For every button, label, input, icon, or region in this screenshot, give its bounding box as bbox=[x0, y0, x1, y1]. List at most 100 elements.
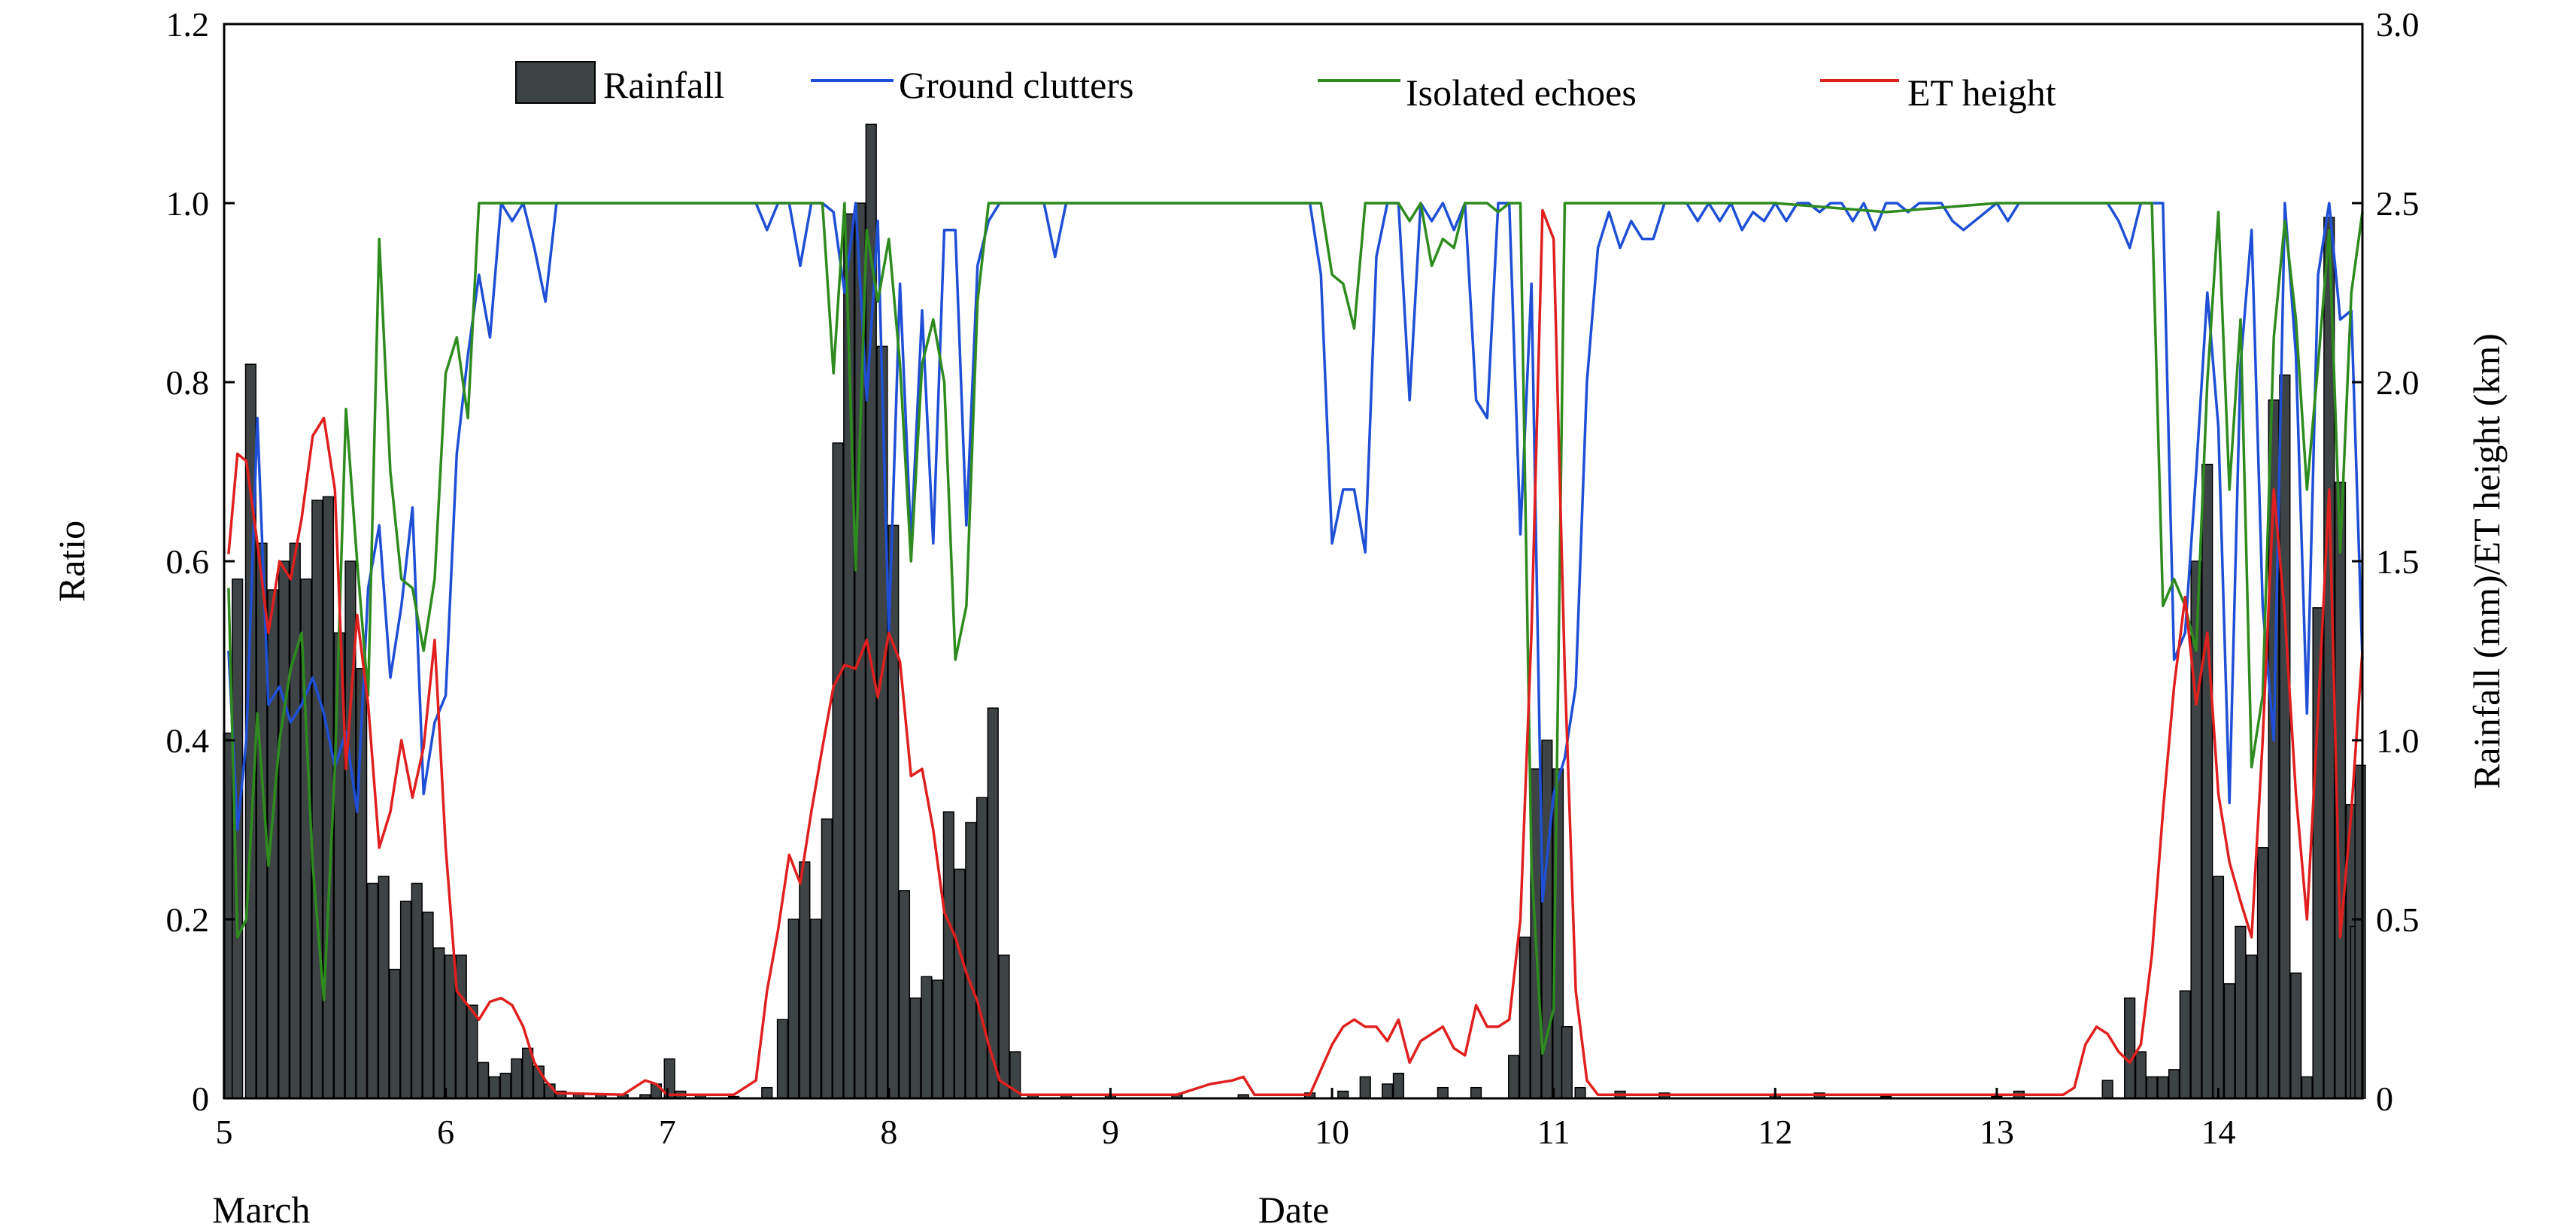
x-tick-label: 11 bbox=[1537, 1113, 1570, 1151]
rainfall-bar bbox=[776, 1019, 789, 1099]
rainfall-bar bbox=[932, 979, 944, 1099]
x-tick-label: 9 bbox=[1102, 1113, 1119, 1151]
rainfall-bar bbox=[455, 954, 467, 1099]
rainfall-bar bbox=[488, 1076, 501, 1099]
y-right-tick-label: 0 bbox=[2376, 1080, 2393, 1118]
rainfall-bar bbox=[2146, 1076, 2158, 1099]
rainfall-bar bbox=[2101, 1080, 2113, 1099]
y-left-tick-label: 0 bbox=[192, 1080, 209, 1118]
legend-label-isolated-echoes: Isolated echoes bbox=[1406, 71, 1637, 114]
rainfall-bar bbox=[2256, 847, 2269, 1099]
rainfall-bar bbox=[399, 900, 412, 1099]
rainfall-bar bbox=[411, 882, 423, 1099]
rainfall-bar bbox=[787, 919, 800, 1099]
x-tick-label: 14 bbox=[2201, 1113, 2236, 1151]
y-right-tick-label: 1.0 bbox=[2376, 721, 2420, 760]
series-lines bbox=[227, 202, 2364, 1096]
series-line-ground-clutters bbox=[227, 202, 2364, 903]
y-right-tick-label: 1.5 bbox=[2376, 542, 2420, 581]
y-left-tick-label: 0.8 bbox=[166, 363, 210, 402]
rainfall-bar bbox=[433, 947, 445, 1099]
rainfall-bar bbox=[2290, 972, 2302, 1099]
y-right-tick-label: 3.0 bbox=[2376, 5, 2420, 44]
y-left-tick-label: 0.4 bbox=[166, 721, 210, 760]
x-axis-sublabel: March bbox=[212, 1189, 311, 1230]
rainfall-bar bbox=[2135, 1051, 2147, 1099]
rainfall-bar bbox=[761, 1086, 773, 1099]
rainfall-bar bbox=[2179, 990, 2191, 1099]
y-right-tick-label: 0.5 bbox=[2376, 900, 2420, 939]
rainfall-bar bbox=[366, 882, 378, 1099]
legend: Rainfall Ground clutters Isolated echoes… bbox=[515, 61, 2056, 114]
rainfall-bar bbox=[2235, 925, 2247, 1099]
y-left-tick-label: 1.2 bbox=[166, 5, 210, 44]
rainfall-bar bbox=[1359, 1076, 1371, 1099]
rainfall-bar bbox=[2223, 982, 2235, 1099]
rainfall-bar bbox=[942, 811, 954, 1099]
rainfall-bar bbox=[809, 919, 822, 1099]
rainfall-bar bbox=[2168, 1069, 2180, 1099]
rainfall-bar bbox=[2279, 374, 2291, 1099]
rainfall-bar bbox=[821, 818, 833, 1099]
rainfall-bar bbox=[2201, 463, 2213, 1099]
rainfall-bar bbox=[1437, 1086, 1449, 1099]
series-line-et-height bbox=[227, 208, 2364, 1096]
y-axis-label-left: Ratio bbox=[50, 521, 93, 602]
rainfall-bar bbox=[1392, 1072, 1405, 1099]
rainfall-bar bbox=[898, 890, 911, 1099]
rainfall-bar bbox=[289, 542, 301, 1099]
rainfall-bar bbox=[378, 876, 390, 1099]
legend-label-ground-clutters: Ground clutters bbox=[899, 64, 1133, 106]
x-tick-label: 10 bbox=[1315, 1113, 1349, 1151]
x-axis-label: Date bbox=[1258, 1189, 1329, 1230]
rainfall-bar bbox=[322, 496, 335, 1099]
rainfall-bar bbox=[444, 954, 457, 1099]
rainfall-bar bbox=[422, 911, 434, 1099]
plot-frame bbox=[223, 23, 2364, 1100]
y-right-tick-label: 2.5 bbox=[2376, 184, 2420, 223]
y-axis-label-right: Rainfall (mm)/ET height (km) bbox=[2465, 333, 2508, 789]
rainfall-bar bbox=[389, 968, 401, 1099]
axis-ticks: 5 6 7 8 9 10 11 12 13 14 0 0.2 0.4 0.6 0.8 1.0 1.2 0 0.5 1.… bbox=[166, 5, 2420, 1151]
rainfall-bar bbox=[2124, 997, 2136, 1099]
x-tick-label: 13 bbox=[1980, 1113, 2014, 1151]
rainfall-bar bbox=[954, 868, 966, 1099]
rainfall-bar bbox=[1470, 1086, 1482, 1099]
y-right-tick-label: 2.0 bbox=[2376, 363, 2420, 402]
rainfall-bar bbox=[832, 442, 844, 1099]
rainfall-bar bbox=[1541, 740, 1553, 1099]
y-left-tick-label: 1.0 bbox=[166, 184, 210, 223]
rainfall-bar bbox=[987, 707, 999, 1099]
rainfall-bar bbox=[2246, 954, 2258, 1099]
rainfall-bar bbox=[311, 500, 323, 1099]
rainfall-bar bbox=[876, 345, 888, 1099]
series-line-isolated-echoes bbox=[227, 202, 2364, 1055]
legend-swatch-rainfall bbox=[515, 61, 596, 104]
rainfall-bar bbox=[278, 560, 290, 1099]
rainfall-bar bbox=[975, 797, 988, 1099]
rainfall-bars bbox=[223, 123, 2366, 1099]
y-left-tick-label: 0.2 bbox=[166, 900, 210, 939]
rainfall-bar bbox=[466, 1004, 478, 1099]
rainfall-bar bbox=[2354, 764, 2366, 1099]
x-tick-label: 5 bbox=[216, 1113, 233, 1151]
rainfall-bar bbox=[965, 822, 977, 1099]
y-left-tick-label: 0.6 bbox=[166, 542, 210, 581]
rainfall-bar bbox=[2312, 607, 2324, 1099]
rainfall-bar bbox=[511, 1058, 523, 1099]
rainfall-bar bbox=[1382, 1083, 1394, 1099]
rainfall-bar bbox=[799, 861, 811, 1099]
rainfall-bar bbox=[1508, 1055, 1520, 1099]
legend-label-rainfall: Rainfall bbox=[603, 64, 724, 106]
rainfall-bar bbox=[2157, 1076, 2169, 1099]
rainfall-bar bbox=[499, 1072, 511, 1099]
x-tick-label: 12 bbox=[1758, 1113, 1792, 1151]
rainfall-bar bbox=[1519, 937, 1531, 1099]
x-tick-label: 7 bbox=[659, 1113, 676, 1151]
x-tick-label: 8 bbox=[880, 1113, 897, 1151]
rainfall-bar bbox=[1561, 1026, 1573, 1099]
rainfall-bar bbox=[1574, 1086, 1586, 1099]
rainfall-bar bbox=[909, 997, 921, 1099]
rainfall-bar bbox=[478, 1061, 490, 1099]
